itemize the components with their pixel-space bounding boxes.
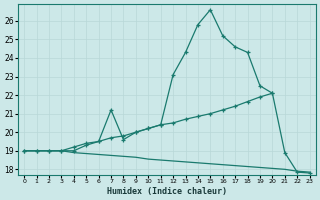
X-axis label: Humidex (Indice chaleur): Humidex (Indice chaleur) xyxy=(107,187,227,196)
